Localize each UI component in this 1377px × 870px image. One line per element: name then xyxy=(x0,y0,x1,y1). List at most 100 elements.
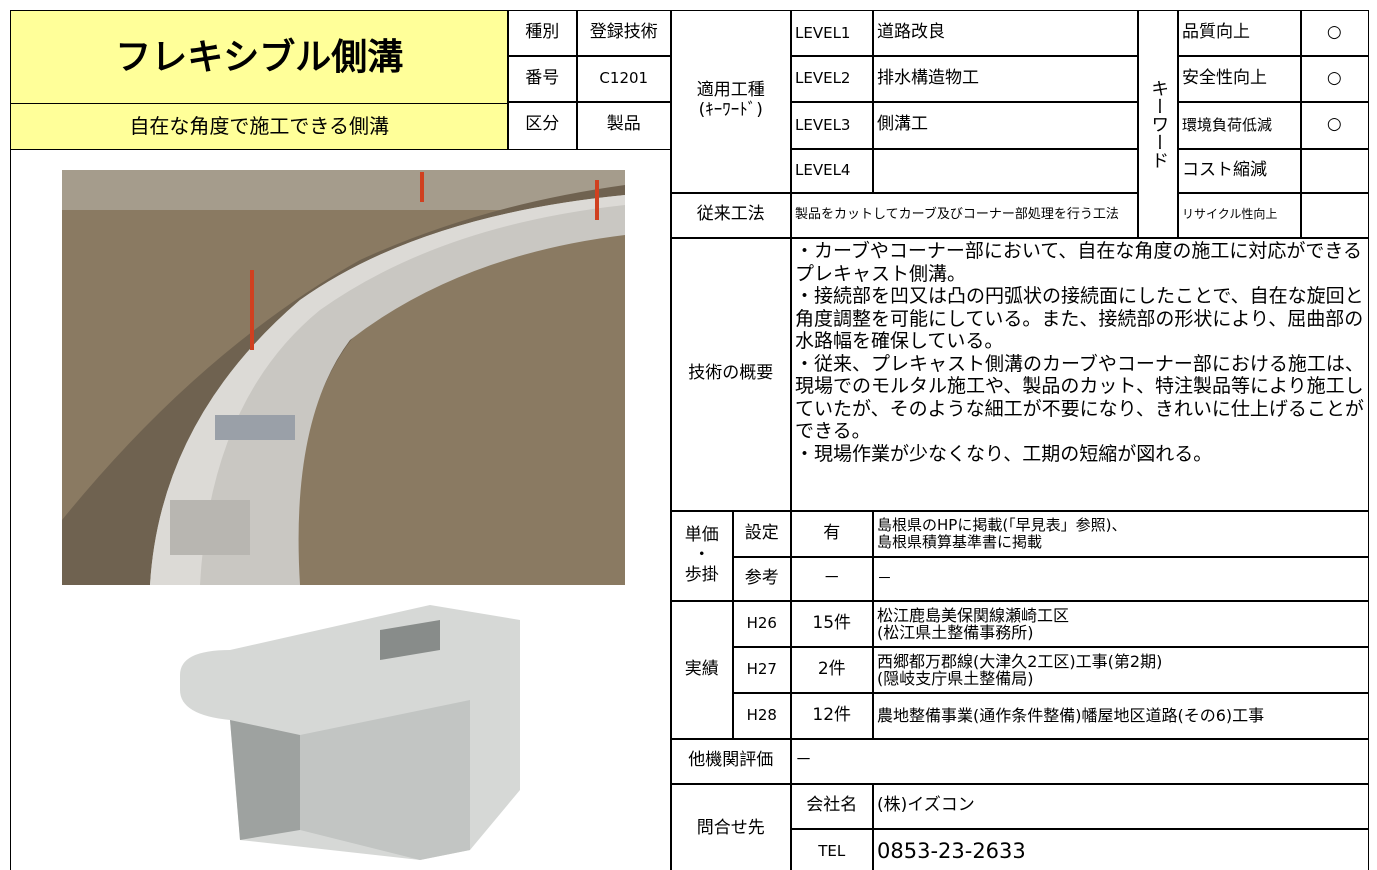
meta-label: 番号 xyxy=(507,55,578,103)
level-value: 排水構造物工 xyxy=(872,55,1139,103)
overview-text-text: ・カーブやコーナー部において、自在な角度の施工に対応ができるプレキャスト側溝。 xyxy=(795,240,1362,285)
keyword-label-text: キーワード xyxy=(1148,79,1170,170)
price-note: － xyxy=(872,556,1369,602)
price-row-value-text: 有 xyxy=(823,522,841,543)
company-text: (株)イズコン xyxy=(877,795,975,816)
record-year: H26 xyxy=(732,600,792,648)
record-year-text: H26 xyxy=(746,614,777,633)
level-label: LEVEL4 xyxy=(790,148,874,194)
level-label: LEVEL3 xyxy=(790,101,874,150)
overview-label-text: 技術の概要 xyxy=(688,363,774,384)
record-project-text: (隠岐支庁県土整備局) xyxy=(877,668,1034,688)
overview-text-text: ・現場作業が少なくなり、工期の短縮が図れる。 xyxy=(795,442,1213,465)
price-row-value: － xyxy=(790,556,874,602)
level-value: 側溝工 xyxy=(872,101,1139,150)
record-count: 12件 xyxy=(790,692,874,740)
meta-value: C1201 xyxy=(576,55,672,103)
record-project-text: 西郷都万郡線(大津久2工区)工事(第2期) xyxy=(877,651,1163,671)
site-photo xyxy=(62,170,625,585)
record-project: 農地整備事業(通作条件整備)幡屋地区道路(その6)工事 xyxy=(872,692,1369,740)
keyword-text: 品質向上 xyxy=(1182,22,1250,43)
record-project-text: 松江鹿島美保関線瀬崎工区 xyxy=(877,605,1070,625)
conventional-text: 製品をカットしてカーブ及びコーナー部処理を行う工法 xyxy=(790,192,1139,239)
level-label-text: LEVEL3 xyxy=(795,115,851,134)
other-evaluation-label-text: 他機関評価 xyxy=(688,750,774,771)
contact-label: 問合せ先 xyxy=(670,783,792,870)
record-count: 15件 xyxy=(790,600,874,648)
meta-label-text: 番号 xyxy=(525,67,560,88)
records-label-text: 実績 xyxy=(684,658,719,679)
record-project-text: 農地整備事業(通作条件整備)幡屋地区道路(その6)工事 xyxy=(877,706,1265,726)
record-year-text: H28 xyxy=(746,706,777,725)
meta-label: 区分 xyxy=(507,101,578,150)
overview-label: 技術の概要 xyxy=(670,237,792,512)
classification-label-text: 適用工種 xyxy=(696,80,765,100)
keyword-mark xyxy=(1300,148,1369,194)
keyword: リサイクル性向上 xyxy=(1177,192,1302,239)
keyword-text: 環境負荷低減 xyxy=(1182,115,1273,134)
tel-label: TEL xyxy=(790,828,874,870)
keyword-mark xyxy=(1300,192,1369,239)
meta-value: 製品 xyxy=(576,101,672,150)
overview-text-text: ・接続部を凹又は凸の円弧状の接続面にしたことで、自在な旋回と角度調整を可能にして… xyxy=(795,285,1364,352)
price-row-value: 有 xyxy=(790,510,874,558)
subtitle: 自在な角度で施工できる側溝 xyxy=(10,103,509,150)
price-row-value-text: － xyxy=(823,567,841,588)
meta-label-text: 区分 xyxy=(525,114,560,135)
other-evaluation-value: － xyxy=(790,738,1369,785)
overview-text: ・カーブやコーナー部において、自在な角度の施工に対応ができるプレキャスト側溝。・… xyxy=(790,237,1369,512)
price-row-label-text: 参考 xyxy=(744,567,779,588)
conventional-text-text: 製品をカットしてカーブ及びコーナー部処理を行う工法 xyxy=(795,206,1119,222)
conventional-label-text: 従来工法 xyxy=(696,204,765,225)
photo-frame xyxy=(10,148,672,870)
level-value-text: 排水構造物工 xyxy=(877,67,979,88)
classification-label: 適用工種 (ｷｰﾜｰﾄﾞ) xyxy=(670,10,792,194)
record-year: H27 xyxy=(732,646,792,694)
product-photo xyxy=(180,605,520,860)
meta-label: 種別 xyxy=(507,10,578,57)
price-label: 単価・歩掛 xyxy=(670,510,734,602)
level-label-text: LEVEL1 xyxy=(795,23,851,42)
tel: 0853-23-2633 xyxy=(872,828,1369,870)
meta-value-text: C1201 xyxy=(599,69,649,88)
meta-value-text: 製品 xyxy=(606,114,641,135)
keyword-mark: ○ xyxy=(1300,101,1369,150)
conventional-label: 従来工法 xyxy=(670,192,792,239)
price-note-text: 島根県のHPに掲載(「早見表」参照)、 xyxy=(877,515,1127,534)
price-label-text: ・ xyxy=(693,544,711,565)
price-note: 島根県のHPに掲載(「早見表」参照)、 島根県積算基準書に掲載 xyxy=(872,510,1369,558)
overview-text-text: ・従来、プレキャスト側溝のカーブやコーナー部における施工は、現場でのモルタル施工… xyxy=(795,352,1364,443)
title-text: フレキシブル側溝 xyxy=(115,36,404,78)
keyword: コスト縮減 xyxy=(1177,148,1302,194)
keyword: 安全性向上 xyxy=(1177,55,1302,103)
company-label-text: 会社名 xyxy=(806,795,858,816)
level-label-text: LEVEL4 xyxy=(795,161,851,180)
price-row-label: 参考 xyxy=(732,556,792,602)
price-note-text: 島根県積算基準書に掲載 xyxy=(877,532,1043,551)
keyword-text: 安全性向上 xyxy=(1182,67,1267,88)
subtitle-text: 自在な角度で施工できる側溝 xyxy=(129,113,390,138)
meta-value: 登録技術 xyxy=(576,10,672,57)
records-label: 実績 xyxy=(670,600,734,740)
record-count-text: 12件 xyxy=(812,704,852,725)
classification-label-text: (ｷｰﾜｰﾄﾞ) xyxy=(698,99,763,120)
keyword-mark: ○ xyxy=(1300,55,1369,103)
price-row-label: 設定 xyxy=(732,510,792,558)
company: (株)イズコン xyxy=(872,783,1369,830)
company-label: 会社名 xyxy=(790,783,874,830)
keyword: 品質向上 xyxy=(1177,10,1302,57)
meta-label-text: 種別 xyxy=(525,22,560,43)
keyword-mark-text: ○ xyxy=(1326,67,1342,88)
tel-text: 0853-23-2633 xyxy=(877,839,1026,864)
record-year: H28 xyxy=(732,692,792,740)
meta-value-text: 登録技術 xyxy=(589,22,658,43)
keyword-label: キーワード xyxy=(1137,10,1179,239)
record-count-text: 2件 xyxy=(817,658,846,679)
keyword-mark-text: ○ xyxy=(1326,22,1342,43)
level-value: 道路改良 xyxy=(872,10,1139,57)
other-evaluation-label: 他機関評価 xyxy=(670,738,792,785)
contact-label-text: 問合せ先 xyxy=(696,817,765,838)
level-value-text: 道路改良 xyxy=(877,22,945,43)
record-project-text: (松江県土整備事務所) xyxy=(877,622,1034,642)
